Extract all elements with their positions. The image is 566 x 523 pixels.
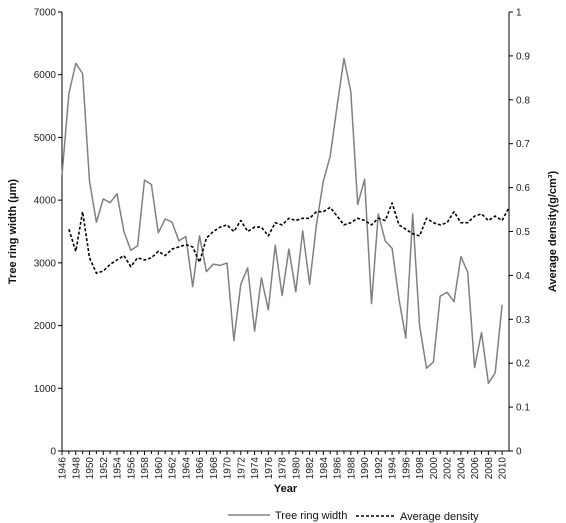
left-y-tick-label: 7000 <box>34 8 57 19</box>
x-tick-label: 1994 <box>388 457 399 480</box>
right-y-tick-label: 0 <box>516 447 522 458</box>
x-tick-label: 1956 <box>126 457 137 480</box>
right-y-tick-label: 1 <box>516 8 522 19</box>
right-y-tick-label: 0.6 <box>516 183 530 194</box>
x-tick-label: 2004 <box>456 457 467 480</box>
x-tick-label: 2008 <box>484 457 495 480</box>
x-tick-label: 1954 <box>113 457 124 480</box>
x-tick-label: 1948 <box>71 457 82 480</box>
x-tick-label: 1968 <box>209 457 220 480</box>
x-tick-label: 1982 <box>305 457 316 480</box>
x-tick-label: 1964 <box>181 457 192 480</box>
left-y-tick-label: 5000 <box>34 133 57 144</box>
x-tick-label: 1988 <box>346 457 357 480</box>
left-y-axis-title: Tree ring width (μm) <box>7 179 19 284</box>
x-tick-label: 1986 <box>333 457 344 480</box>
x-tick-label: 1998 <box>415 457 426 480</box>
x-tick-label: 1980 <box>291 457 302 480</box>
right-y-tick-label: 0.8 <box>516 95 530 106</box>
legend-label-average-density: Average density <box>400 511 479 523</box>
x-tick-label: 1958 <box>140 457 151 480</box>
average-density-line <box>68 202 510 275</box>
right-y-tick-label: 0.4 <box>516 271 530 282</box>
left-y-tick-label: 6000 <box>34 70 57 81</box>
x-tick-label: 1970 <box>223 457 234 480</box>
right-y-tick-label: 0.2 <box>516 359 530 370</box>
legend: Tree ring width Average density <box>228 510 479 523</box>
series-layer <box>61 57 510 385</box>
legend-label-tree-ring-width: Tree ring width <box>275 510 347 522</box>
plot-frame <box>61 12 510 452</box>
x-tick-label: 1952 <box>99 457 110 480</box>
right-y-axis-title: Average density(g/cm³) <box>547 171 559 293</box>
x-tick-label: 2000 <box>429 457 440 480</box>
x-tick-label: 2010 <box>498 457 509 480</box>
x-tick-label: 1978 <box>278 457 289 480</box>
left-y-tick-label: 2000 <box>34 321 57 332</box>
right-y-ticks: 0 0.1 0.2 0.3 0.4 0.5 0.6 0.7 0.8 0.9 1 <box>509 8 530 458</box>
right-y-tick-label: 0.5 <box>516 227 530 238</box>
left-y-tick-label: 0 <box>50 447 56 458</box>
x-tick-label: 1976 <box>264 457 275 480</box>
right-y-tick-label: 0.1 <box>516 403 530 414</box>
x-tick-label: 1946 <box>58 457 69 480</box>
x-tick-label: 1960 <box>154 457 165 480</box>
x-tick-label: 1950 <box>85 457 96 480</box>
x-tick-label: 2006 <box>470 457 481 480</box>
right-y-tick-label: 0.3 <box>516 315 530 326</box>
left-y-tick-label: 3000 <box>34 258 57 269</box>
x-tick-label: 1996 <box>401 457 412 480</box>
left-y-tick-label: 4000 <box>34 196 57 207</box>
left-y-ticks: 0 1000 2000 3000 4000 5000 6000 7000 <box>34 8 62 458</box>
x-tick-label: 1966 <box>195 457 206 480</box>
left-y-tick-label: 1000 <box>34 384 57 395</box>
right-y-tick-label: 0.9 <box>516 51 530 62</box>
x-axis-title: Year <box>274 483 298 495</box>
x-tick-label: 1962 <box>168 457 179 480</box>
x-tick-label: 1992 <box>374 457 385 480</box>
x-tick-label: 1972 <box>236 457 247 480</box>
x-tick-label: 2002 <box>443 457 454 480</box>
x-tick-label: 1974 <box>250 457 261 480</box>
x-tick-label: 1990 <box>360 457 371 480</box>
x-tick-label: 1984 <box>319 457 330 480</box>
right-y-tick-label: 0.7 <box>516 139 530 150</box>
tree-ring-width-line <box>61 57 503 385</box>
x-ticks: 1946 1948 1950 1952 1954 1956 1958 1960 1962 1964… <box>58 451 509 479</box>
